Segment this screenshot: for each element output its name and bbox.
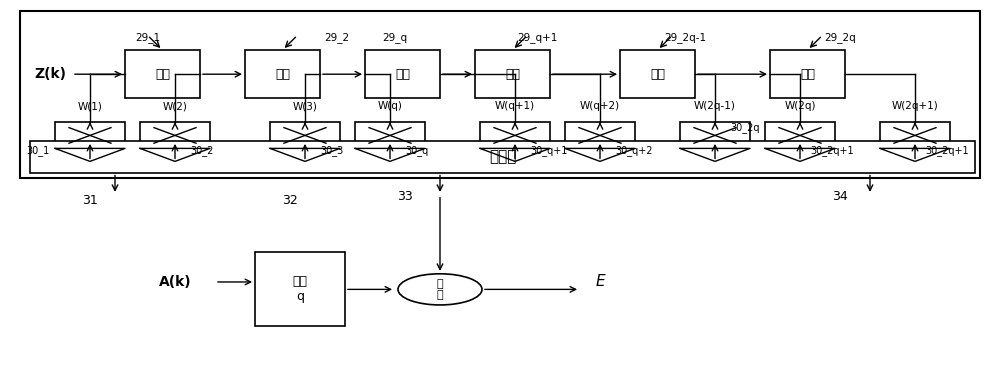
Text: 30_1: 30_1 [27,145,50,156]
FancyBboxPatch shape [245,50,320,98]
Text: 延迟: 延迟 [650,68,665,81]
Circle shape [398,274,482,305]
Text: W(q): W(q) [378,101,402,111]
Text: Z(k): Z(k) [34,67,66,81]
FancyBboxPatch shape [55,122,125,148]
FancyBboxPatch shape [20,11,980,178]
Text: 30_q+2: 30_q+2 [615,145,652,156]
FancyBboxPatch shape [565,122,635,148]
FancyBboxPatch shape [475,50,550,98]
FancyBboxPatch shape [30,141,975,173]
FancyBboxPatch shape [255,252,345,326]
Text: 29_q: 29_q [382,32,408,43]
Text: W(1): W(1) [78,101,102,111]
FancyBboxPatch shape [770,50,845,98]
FancyBboxPatch shape [680,122,750,148]
Text: 29_2q-1: 29_2q-1 [664,32,706,43]
Text: 29_2: 29_2 [324,32,350,43]
Text: W(2q-1): W(2q-1) [694,101,736,111]
Text: 延迟: 延迟 [275,68,290,81]
FancyBboxPatch shape [125,50,200,98]
Text: 30_2: 30_2 [190,145,213,156]
FancyBboxPatch shape [765,122,835,148]
Text: 减
法: 减 法 [437,279,443,300]
Text: 30_q: 30_q [405,145,428,156]
Text: A(k): A(k) [159,275,191,289]
Text: 30_2q+1: 30_2q+1 [810,145,854,156]
Text: 延迟: 延迟 [155,68,170,81]
Text: 延迟: 延迟 [395,68,410,81]
Text: 30_2q+1: 30_2q+1 [925,145,969,156]
Text: 34: 34 [832,190,848,203]
Text: 31: 31 [82,194,98,207]
Text: W(2): W(2) [163,101,187,111]
Text: W(2q): W(2q) [784,101,816,111]
FancyBboxPatch shape [480,122,550,148]
Text: 延迟: 延迟 [800,68,815,81]
Text: 30_q+1: 30_q+1 [530,145,567,156]
Text: 29_2q: 29_2q [824,32,856,43]
FancyBboxPatch shape [270,122,340,148]
Text: 30_3: 30_3 [320,145,343,156]
Text: 29_q+1: 29_q+1 [517,32,557,43]
Text: W(q+2): W(q+2) [580,101,620,111]
Text: W(2q+1): W(2q+1) [892,101,938,111]
Text: 33: 33 [397,190,413,203]
Text: 延迟
q: 延迟 q [292,275,308,303]
Text: 32: 32 [282,194,298,207]
Text: 延迟: 延迟 [505,68,520,81]
Text: W(q+1): W(q+1) [495,101,535,111]
FancyBboxPatch shape [880,122,950,148]
Text: W(3): W(3) [293,101,317,111]
FancyBboxPatch shape [365,50,440,98]
FancyBboxPatch shape [620,50,695,98]
Text: 29_1: 29_1 [135,32,161,43]
FancyBboxPatch shape [355,122,425,148]
FancyBboxPatch shape [140,122,210,148]
Text: 加法器: 加法器 [489,149,516,164]
Text: E: E [595,275,605,289]
Text: 30_2q: 30_2q [730,122,760,134]
